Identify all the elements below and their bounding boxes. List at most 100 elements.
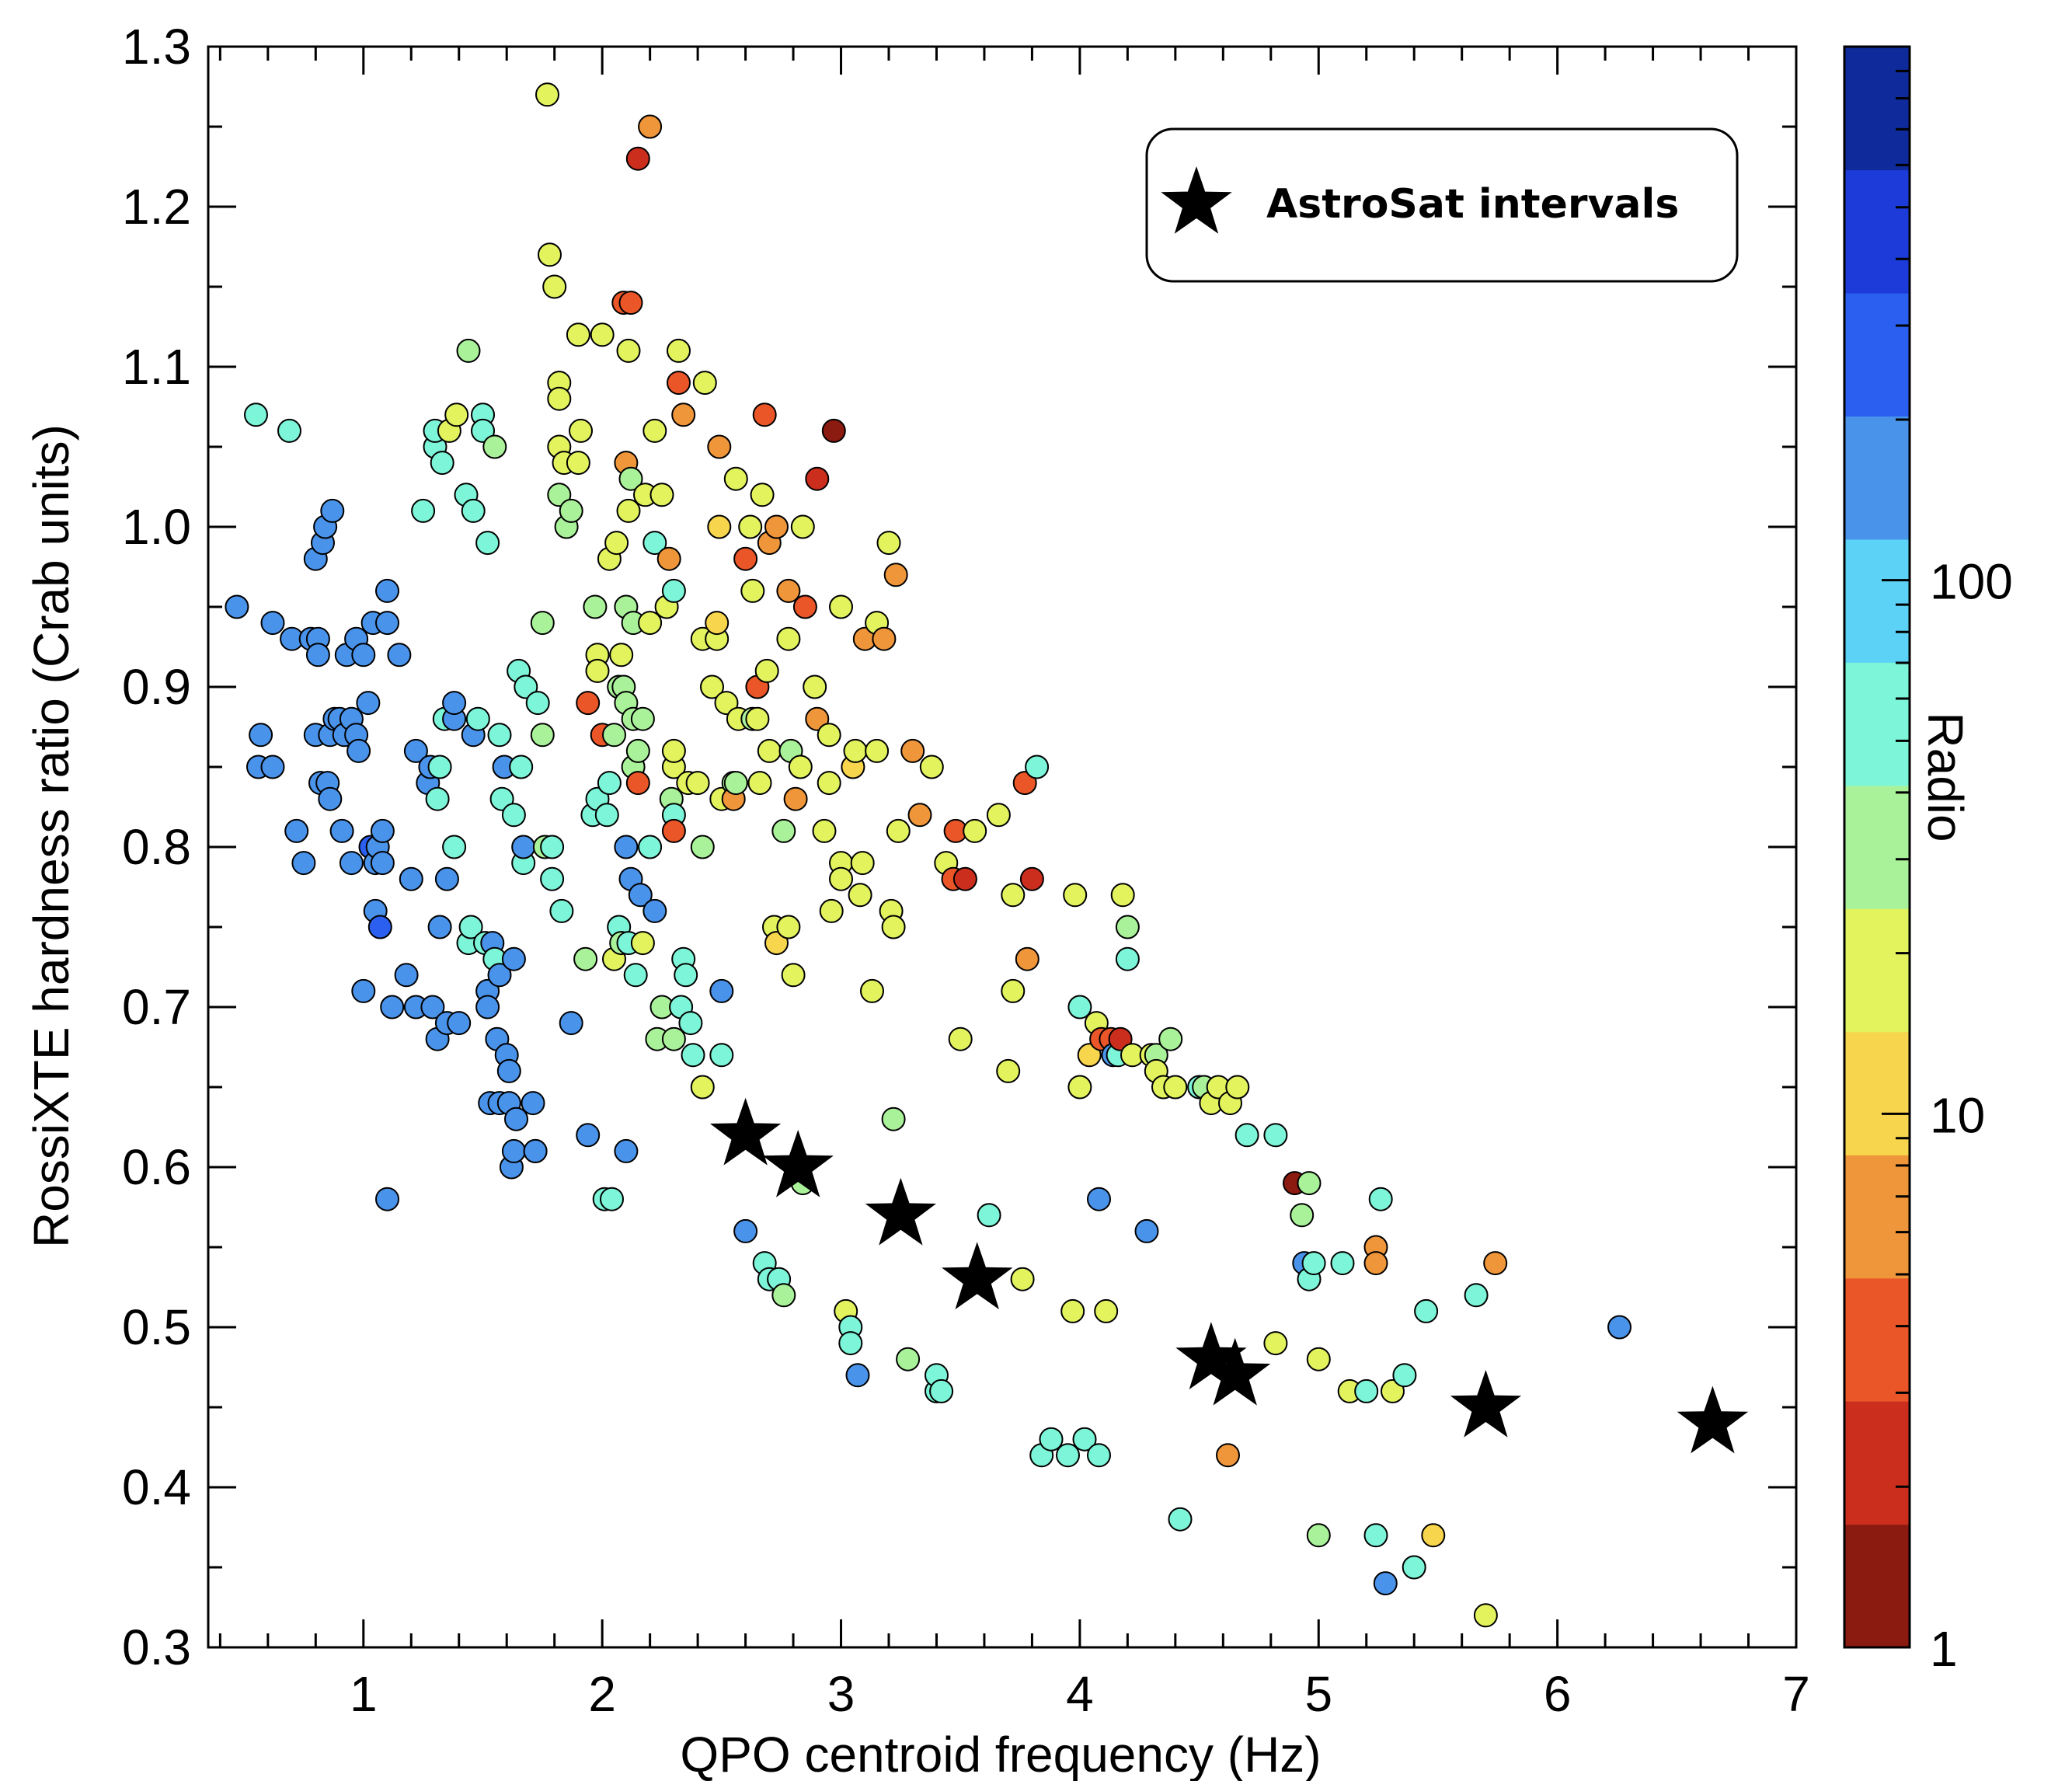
data-point bbox=[929, 1378, 954, 1403]
data-point bbox=[1330, 1251, 1355, 1276]
data-point bbox=[329, 818, 354, 843]
y-tick-label: 0.4 bbox=[122, 1459, 191, 1515]
data-point bbox=[547, 483, 572, 507]
data-point bbox=[1060, 1298, 1085, 1323]
data-point bbox=[817, 771, 841, 796]
data-point bbox=[367, 915, 392, 939]
data-point bbox=[339, 851, 364, 876]
data-point bbox=[284, 818, 309, 843]
data-point bbox=[1115, 915, 1140, 939]
legend-box bbox=[1145, 127, 1739, 283]
data-point bbox=[757, 738, 782, 763]
data-point bbox=[356, 691, 381, 716]
data-point bbox=[225, 594, 249, 619]
data-point bbox=[569, 418, 593, 443]
data-point bbox=[649, 483, 674, 507]
data-point bbox=[614, 835, 639, 859]
data-point bbox=[1010, 1267, 1035, 1291]
data-point bbox=[630, 706, 655, 731]
astrosat-star bbox=[1677, 1385, 1749, 1454]
data-point bbox=[475, 531, 500, 556]
data-point bbox=[900, 738, 925, 763]
y-tick-label: 1.3 bbox=[122, 19, 191, 75]
data-point bbox=[1094, 1298, 1119, 1323]
data-point bbox=[674, 963, 698, 988]
data-point bbox=[1290, 1203, 1315, 1228]
colorbar-segment bbox=[1844, 416, 1910, 540]
data-point bbox=[771, 1283, 796, 1308]
data-point bbox=[886, 818, 911, 843]
data-point bbox=[1392, 1363, 1417, 1388]
data-point bbox=[1039, 1427, 1064, 1452]
data-point bbox=[1263, 1123, 1288, 1148]
data-point bbox=[427, 755, 452, 779]
data-point bbox=[594, 803, 619, 828]
data-point bbox=[1363, 1251, 1388, 1276]
data-point bbox=[566, 451, 590, 476]
data-point bbox=[458, 915, 483, 939]
data-point bbox=[609, 643, 634, 667]
data-point bbox=[776, 626, 801, 651]
data-point bbox=[1163, 1075, 1188, 1100]
data-point bbox=[1216, 1443, 1240, 1468]
data-point bbox=[425, 786, 450, 811]
data-point bbox=[747, 771, 772, 796]
colorbar-segment bbox=[1844, 908, 1910, 1033]
data-point bbox=[638, 835, 663, 859]
data-point bbox=[427, 915, 452, 939]
data-point bbox=[530, 723, 555, 748]
data-point bbox=[1263, 1331, 1288, 1356]
data-point bbox=[865, 738, 890, 763]
data-point bbox=[604, 531, 629, 556]
data-point bbox=[530, 611, 555, 636]
data-point bbox=[600, 1187, 624, 1211]
data-point bbox=[540, 835, 565, 859]
data-point bbox=[667, 371, 691, 396]
data-point bbox=[573, 946, 598, 971]
data-point bbox=[576, 691, 601, 716]
colorbar-tick-label: 1 bbox=[1930, 1621, 1958, 1677]
data-point bbox=[803, 674, 827, 699]
data-point bbox=[249, 723, 273, 748]
data-point bbox=[843, 738, 868, 763]
data-point bbox=[1067, 995, 1092, 1019]
data-point bbox=[845, 1363, 870, 1388]
data-point bbox=[764, 931, 789, 956]
astrosat-star bbox=[1450, 1370, 1522, 1438]
y-tick-label: 1.0 bbox=[122, 499, 191, 555]
data-point bbox=[661, 578, 686, 603]
colorbar-segment bbox=[1844, 292, 1910, 416]
y-tick-label: 0.9 bbox=[122, 659, 191, 715]
data-point bbox=[812, 818, 837, 843]
data-point bbox=[671, 403, 696, 427]
data-point bbox=[277, 418, 301, 443]
data-point bbox=[690, 835, 715, 859]
data-point bbox=[1483, 1251, 1508, 1276]
data-point bbox=[403, 738, 428, 763]
y-tick-label: 0.8 bbox=[122, 819, 191, 875]
data-point bbox=[783, 786, 808, 811]
data-point bbox=[1115, 946, 1140, 971]
astrosat-star bbox=[942, 1242, 1013, 1309]
data-point bbox=[752, 403, 777, 427]
data-point bbox=[576, 1123, 601, 1148]
data-point bbox=[320, 498, 345, 523]
data-point bbox=[733, 546, 758, 571]
colorbar-frame bbox=[1843, 45, 1911, 1649]
data-point bbox=[661, 738, 686, 763]
data-point bbox=[642, 531, 667, 556]
x-tick-label: 1 bbox=[350, 1666, 378, 1722]
data-point bbox=[430, 451, 454, 476]
data-point bbox=[602, 723, 626, 748]
data-point bbox=[1306, 1523, 1331, 1548]
data-point bbox=[705, 611, 730, 636]
data-point bbox=[821, 418, 846, 443]
colorbar-tick-label: 100 bbox=[1930, 554, 2013, 610]
data-point bbox=[738, 514, 763, 539]
data-point bbox=[685, 771, 710, 796]
data-point bbox=[487, 963, 512, 988]
data-point bbox=[754, 658, 779, 683]
data-point bbox=[475, 995, 500, 1019]
data-point bbox=[1067, 1075, 1092, 1100]
legend-star-icon bbox=[1161, 166, 1232, 234]
